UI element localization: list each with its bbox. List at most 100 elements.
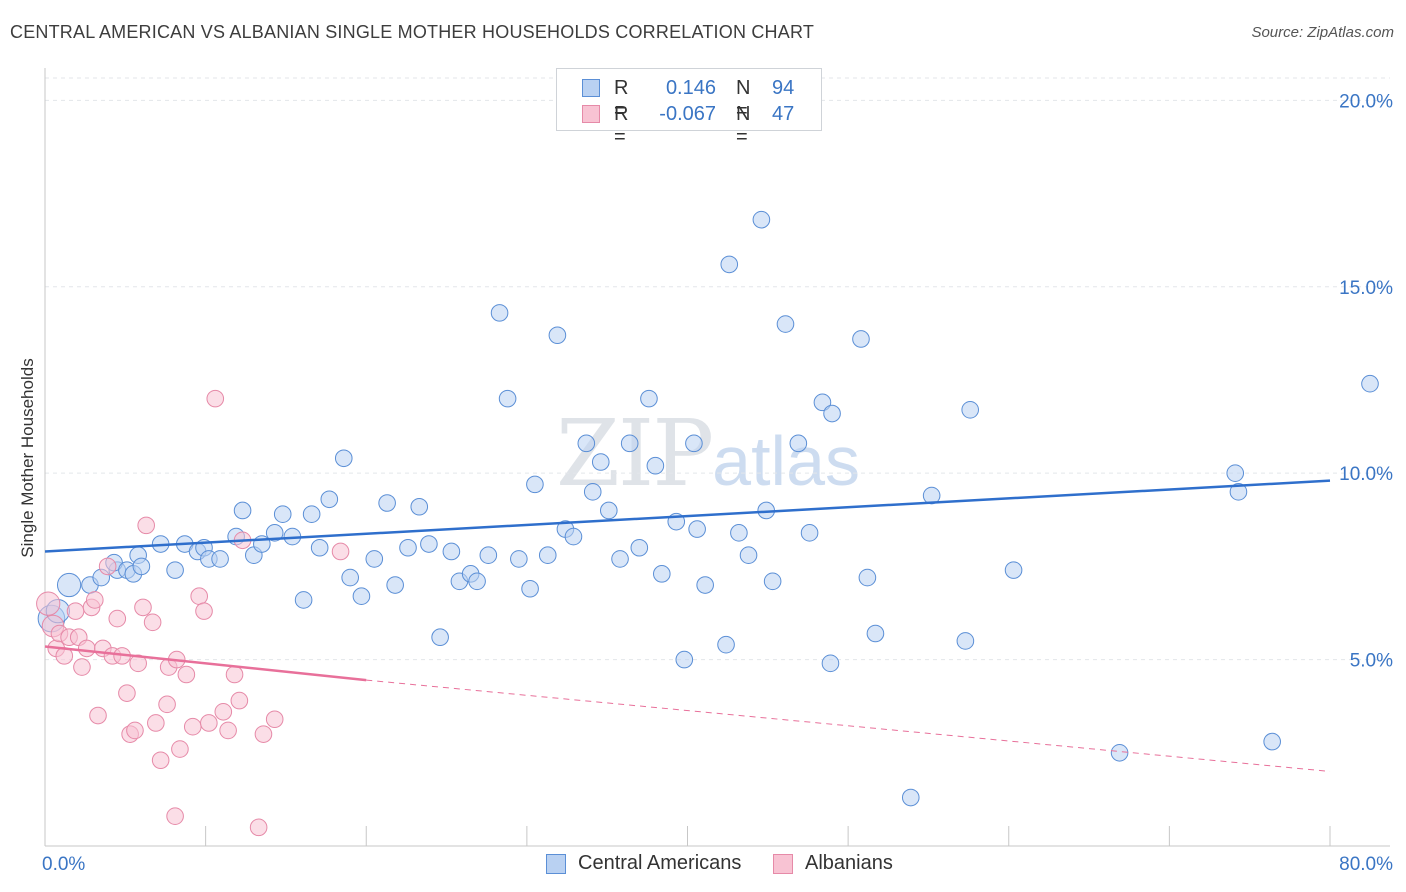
data-point (431, 628, 449, 647)
data-point (378, 494, 396, 512)
data-point (752, 210, 771, 229)
y-tick-label: 20.0% (1339, 91, 1393, 112)
trend-line-albanians (44, 645, 367, 682)
data-point (265, 524, 284, 542)
data-point (230, 691, 249, 710)
data-point (166, 561, 184, 579)
data-point (56, 572, 82, 598)
series-swatch-pink (773, 854, 793, 874)
data-point (147, 714, 165, 732)
trend-line-central-americans (44, 479, 1331, 553)
data-point (800, 524, 819, 542)
watermark: ZIPatlas (556, 400, 860, 507)
legend-r-label: R = (614, 103, 629, 148)
data-point (901, 788, 920, 807)
series-label: Albanians (805, 852, 893, 874)
data-point (442, 542, 461, 561)
data-point (479, 546, 498, 565)
data-point (591, 453, 610, 471)
series-swatch-blue (546, 854, 566, 874)
data-point (956, 632, 975, 650)
data-point (763, 572, 782, 591)
data-point (852, 330, 870, 348)
data-point (151, 751, 170, 770)
data-point (200, 714, 218, 732)
data-point (126, 721, 144, 740)
data-point (310, 538, 329, 557)
series-legend: Central Americans Albanians (0, 852, 1406, 878)
data-point (98, 557, 117, 576)
data-point (717, 635, 735, 654)
legend-swatch-blue (582, 79, 600, 97)
data-point (166, 807, 184, 825)
data-point (399, 538, 417, 557)
legend-r-value: 0.146 (665, 77, 716, 99)
data-point (233, 501, 252, 520)
data-point (1263, 732, 1281, 751)
legend-n-label: N = (736, 103, 751, 148)
data-point (583, 483, 602, 501)
legend-n-value: 47 (772, 103, 795, 125)
data-point (134, 598, 152, 617)
data-point (521, 579, 539, 598)
data-point (1361, 374, 1379, 393)
data-point (696, 576, 714, 594)
data-point (688, 520, 706, 538)
data-point (630, 538, 649, 557)
data-point (564, 527, 583, 546)
data-point (273, 505, 292, 523)
data-point (214, 702, 233, 721)
data-point (302, 505, 321, 523)
data-point (137, 516, 155, 535)
legend-r-label: R = (614, 77, 629, 122)
data-point (294, 591, 313, 609)
chart-title: CENTRAL AMERICAN VS ALBANIAN SINGLE MOTH… (10, 22, 815, 42)
data-point (254, 725, 273, 743)
data-point (776, 315, 795, 333)
data-point (611, 550, 629, 568)
x-tick-label: 80.0% (1339, 854, 1393, 875)
data-point (386, 576, 404, 594)
trend-line-albanians-extension (366, 679, 1331, 772)
data-point (183, 717, 202, 736)
data-point (108, 609, 127, 628)
data-point (420, 535, 438, 553)
source-label: Source: ZipAtlas.com (1251, 24, 1394, 41)
data-point (526, 475, 544, 494)
data-point (468, 572, 486, 591)
data-point (866, 624, 885, 643)
series-label: Central Americans (578, 852, 742, 874)
data-point (211, 550, 229, 568)
data-point (206, 389, 225, 408)
data-point (739, 546, 758, 565)
data-point (171, 740, 189, 758)
data-point (675, 650, 694, 669)
data-point (730, 524, 748, 542)
data-point (1110, 743, 1129, 762)
data-point (331, 542, 350, 561)
data-point (922, 486, 941, 505)
y-tick-label: 10.0% (1339, 464, 1393, 485)
data-point (577, 434, 596, 453)
legend-r-value: -0.067 (659, 103, 716, 125)
data-point (821, 654, 840, 673)
watermark-atlas: atlas (712, 422, 861, 500)
data-point (195, 602, 213, 620)
data-point (341, 568, 359, 587)
data-point (490, 304, 509, 322)
data-point (118, 684, 136, 702)
data-point (225, 665, 244, 684)
data-point (365, 550, 384, 568)
data-point (85, 591, 104, 609)
legend-n-label: N = (736, 77, 751, 122)
data-point (646, 456, 665, 475)
data-point (143, 613, 162, 632)
data-point (789, 434, 808, 453)
data-point (813, 393, 832, 412)
x-tick-label: 0.0% (42, 854, 85, 875)
data-point (685, 434, 703, 453)
data-point (249, 818, 268, 837)
data-point (1226, 464, 1245, 482)
data-point (73, 658, 91, 676)
